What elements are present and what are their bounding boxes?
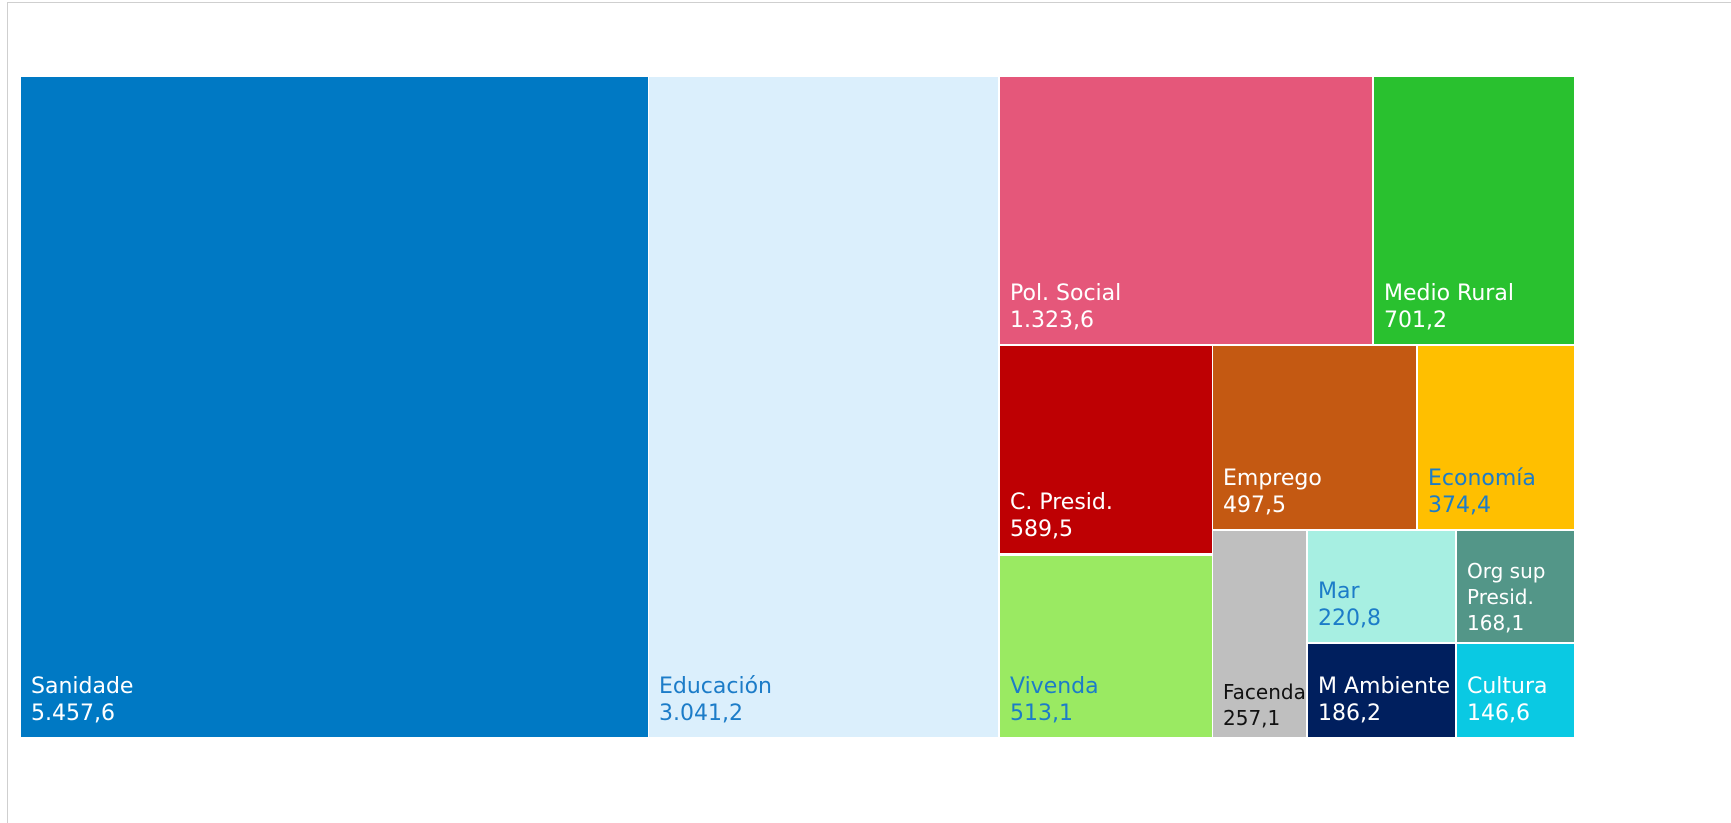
tile-label-group: Economía 374,4 — [1428, 466, 1570, 519]
tile-name-label: Medio Rural — [1384, 281, 1514, 307]
tile-label-group: Emprego 497,5 — [1223, 466, 1412, 519]
tile-label-group: Org sup Presid. 168,1 — [1467, 558, 1570, 636]
tile-value-label: 3.041,2 — [659, 700, 743, 726]
tile-label-group: Facenda 257,1 — [1223, 679, 1306, 731]
treemap-tile-mar: Mar 220,8 — [1308, 531, 1455, 642]
tile-value-label: 220,8 — [1318, 605, 1381, 631]
tile-name-label: Org sup Presid. — [1467, 559, 1546, 609]
tile-value-label: 146,6 — [1467, 700, 1530, 726]
tile-name-label: Pol. Social — [1010, 281, 1122, 307]
tile-name-label: C. Presid. — [1010, 490, 1113, 516]
treemap-tile-c-presid: C. Presid. 589,5 — [1000, 346, 1212, 553]
treemap-tile-educacion: Educación 3.041,2 — [649, 77, 998, 737]
tile-name-label: Cultura — [1467, 674, 1548, 700]
treemap-tile-vivenda: Vivenda 513,1 — [1000, 556, 1212, 737]
tile-name-label: Economía — [1428, 466, 1536, 492]
treemap-tile-facenda: Facenda 257,1 — [1213, 531, 1306, 737]
tile-value-label: 701,2 — [1384, 307, 1447, 333]
treemap-tile-medio-rural: Medio Rural 701,2 — [1374, 77, 1574, 344]
tile-value-label: 513,1 — [1010, 700, 1073, 726]
tile-name-label: Emprego — [1223, 466, 1322, 492]
tile-value-label: 186,2 — [1318, 700, 1381, 726]
tile-value-label: 168,1 — [1467, 611, 1525, 635]
tile-name-label: Vivenda — [1010, 674, 1099, 700]
tile-value-label: 589,5 — [1010, 516, 1073, 542]
treemap-tile-m-ambiente: M Ambiente 186,2 — [1308, 644, 1455, 737]
tile-label-group: Cultura 146,6 — [1467, 674, 1570, 727]
treemap-tile-pol-social: Pol. Social 1.323,6 — [1000, 77, 1372, 344]
tile-value-label: 1.323,6 — [1010, 307, 1094, 333]
tile-label-group: Sanidade 5.457,6 — [31, 674, 644, 727]
tile-label-group: C. Presid. 589,5 — [1010, 490, 1208, 543]
tile-label-group: Mar 220,8 — [1318, 579, 1451, 632]
tile-value-label: 257,1 — [1223, 706, 1281, 730]
treemap-tile-org-sup-presid: Org sup Presid. 168,1 — [1457, 531, 1574, 642]
treemap-tile-economia: Economía 374,4 — [1418, 346, 1574, 529]
tile-label-group: M Ambiente 186,2 — [1318, 674, 1451, 727]
tile-value-label: 497,5 — [1223, 492, 1286, 518]
tile-name-label: Educación — [659, 674, 772, 700]
tile-name-label: Mar — [1318, 579, 1360, 605]
tile-label-group: Medio Rural 701,2 — [1384, 281, 1570, 334]
tile-name-label: Facenda — [1223, 680, 1306, 704]
tile-label-group: Educación 3.041,2 — [659, 674, 994, 727]
tile-name-label: Sanidade — [31, 674, 134, 700]
tile-name-label: M Ambiente — [1318, 674, 1451, 700]
tile-value-label: 5.457,6 — [31, 700, 115, 726]
tile-value-label: 374,4 — [1428, 492, 1491, 518]
tile-label-group: Vivenda 513,1 — [1010, 674, 1208, 727]
treemap-tile-sanidade: Sanidade 5.457,6 — [21, 77, 648, 737]
treemap-tile-cultura: Cultura 146,6 — [1457, 644, 1574, 737]
treemap-tile-emprego: Emprego 497,5 — [1213, 346, 1416, 529]
tile-label-group: Pol. Social 1.323,6 — [1010, 281, 1368, 334]
